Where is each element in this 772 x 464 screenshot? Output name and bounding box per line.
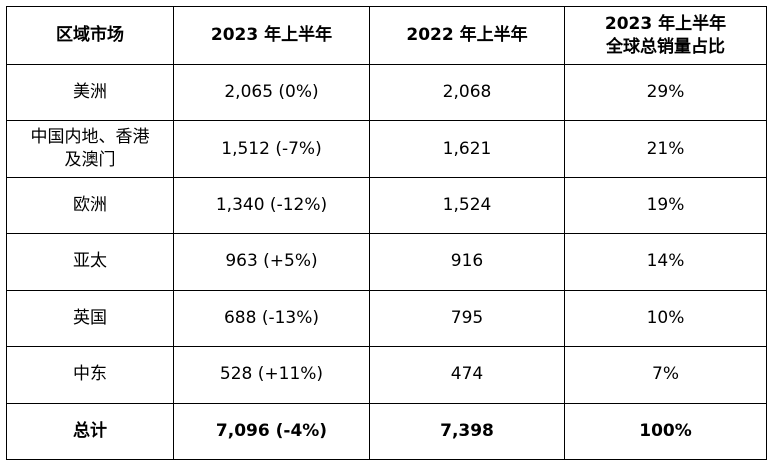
header-h1-2022: 2022 年上半年: [369, 6, 565, 65]
table-row: 中东 528 (+11%) 474 7%: [6, 346, 767, 404]
region-cell: 亚太: [6, 233, 174, 291]
region-cell: 美洲: [6, 63, 174, 122]
h1-2022-cell: 2,068: [369, 63, 565, 122]
share-cell: 29%: [564, 63, 767, 122]
total-label: 总计: [6, 402, 174, 461]
h1-2022-cell: 916: [369, 233, 565, 291]
h1-2023-cell: 688 (-13%): [173, 289, 370, 348]
table-row: 美洲 2,065 (0%) 2,068 29%: [6, 63, 767, 122]
h1-2022-cell: 1,524: [369, 176, 565, 235]
share-cell: 21%: [564, 120, 767, 178]
header-row: 区域市场 2023 年上半年 2022 年上半年 2023 年上半年 全球总销量…: [6, 6, 767, 65]
h1-2023-cell: 963 (+5%): [173, 233, 370, 291]
region-cell-line-1: 中国内地、香港: [30, 127, 150, 148]
table-row: 亚太 963 (+5%) 916 14%: [6, 233, 767, 291]
total-h1-2022: 7,398: [369, 402, 565, 461]
region-cell-line-2: 及澳门: [64, 150, 116, 171]
total-h1-2023: 7,096 (-4%): [173, 402, 370, 461]
region-cell: 英国: [6, 289, 174, 348]
share-cell: 7%: [564, 346, 767, 404]
header-share-line-1: 2023 年上半年: [604, 13, 727, 34]
share-cell: 14%: [564, 233, 767, 291]
table-row: 中国内地、香港 及澳门 1,512 (-7%) 1,621 21%: [6, 120, 767, 178]
total-share: 100%: [564, 402, 767, 461]
region-cell: 中东: [6, 346, 174, 404]
region-cell: 欧洲: [6, 176, 174, 235]
share-cell: 10%: [564, 289, 767, 348]
region-cell: 中国内地、香港 及澳门: [6, 120, 174, 178]
h1-2022-cell: 795: [369, 289, 565, 348]
header-share: 2023 年上半年 全球总销量占比: [564, 6, 767, 65]
header-share-line-2: 全球总销量占比: [606, 36, 725, 57]
total-row: 总计 7,096 (-4%) 7,398 100%: [6, 402, 767, 461]
table-row: 欧洲 1,340 (-12%) 1,524 19%: [6, 176, 767, 235]
header-h1-2023: 2023 年上半年: [173, 6, 370, 65]
share-cell: 19%: [564, 176, 767, 235]
h1-2022-cell: 1,621: [369, 120, 565, 178]
header-region: 区域市场: [6, 6, 174, 65]
h1-2023-cell: 1,512 (-7%): [173, 120, 370, 178]
sales-by-region-table: 区域市场 2023 年上半年 2022 年上半年 2023 年上半年 全球总销量…: [6, 6, 767, 461]
h1-2023-cell: 528 (+11%): [173, 346, 370, 404]
h1-2022-cell: 474: [369, 346, 565, 404]
h1-2023-cell: 2,065 (0%): [173, 63, 370, 122]
h1-2023-cell: 1,340 (-12%): [173, 176, 370, 235]
table-row: 英国 688 (-13%) 795 10%: [6, 289, 767, 348]
